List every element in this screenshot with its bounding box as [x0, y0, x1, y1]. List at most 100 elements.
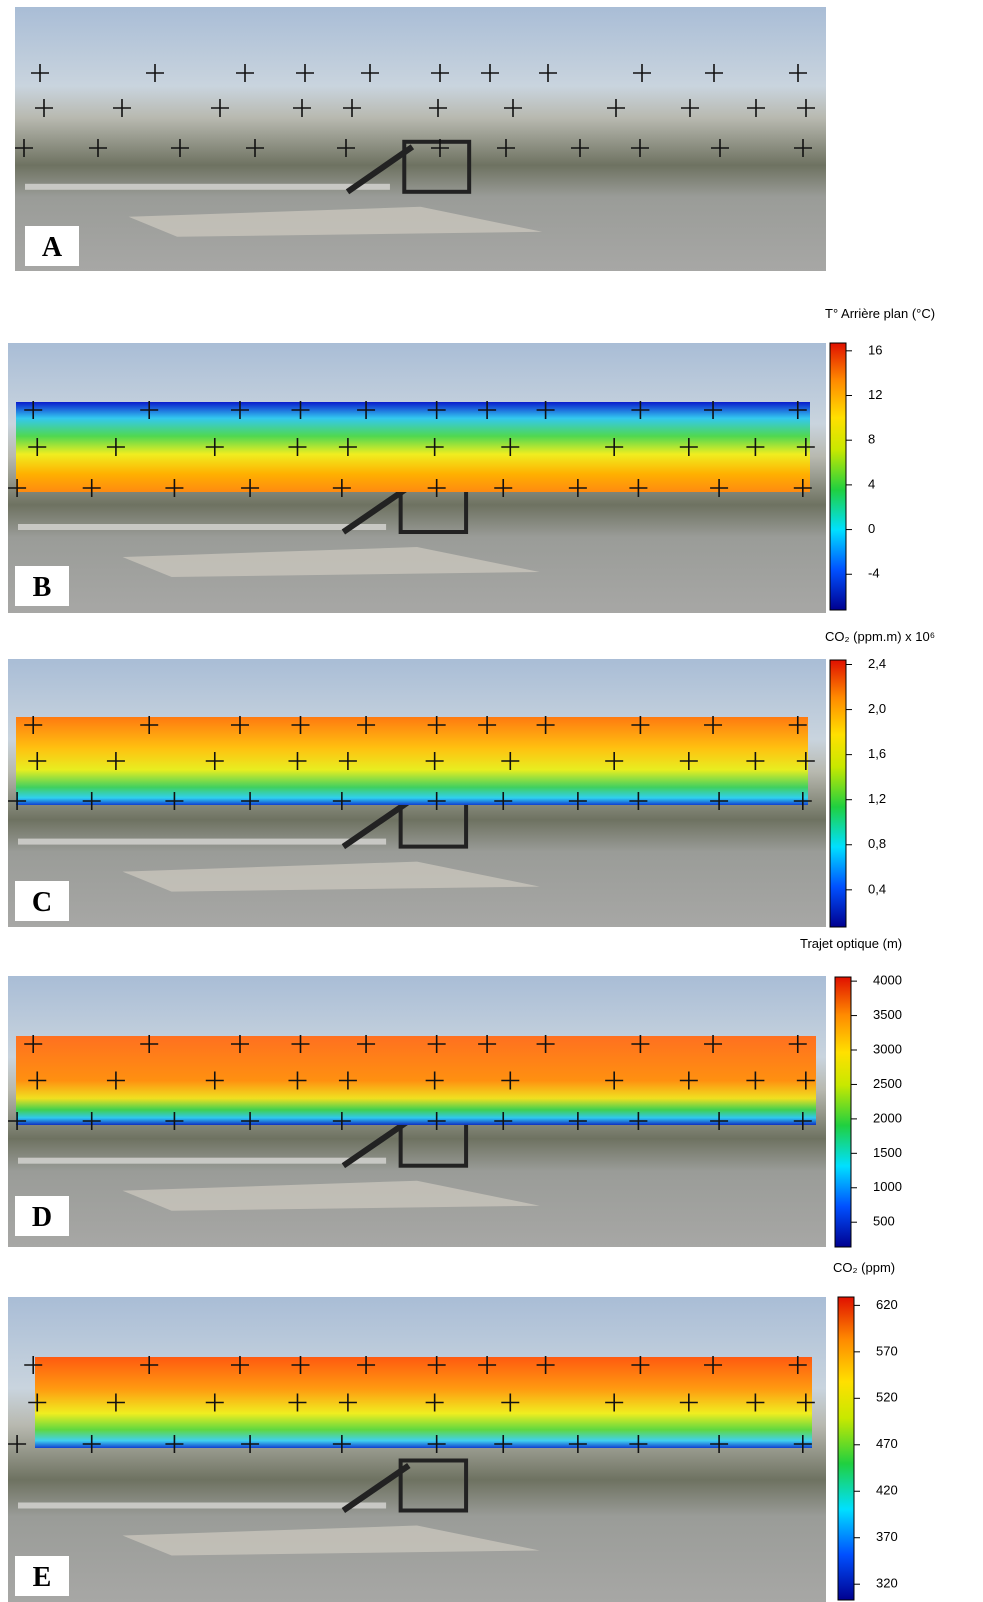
grid-cross — [704, 1356, 723, 1374]
grid-cross — [494, 479, 513, 497]
grid-cross — [140, 401, 159, 419]
grid-cross — [788, 1035, 807, 1053]
panel-label: A — [42, 232, 63, 263]
grid-cross — [337, 139, 355, 157]
grid-cross — [681, 99, 699, 117]
grid-cross — [629, 1112, 648, 1130]
colorbar-tick-label: 0,8 — [868, 836, 886, 851]
platform — [398, 1458, 469, 1513]
grid-cross — [501, 1393, 520, 1412]
grid-cross — [357, 401, 376, 419]
grid-cross — [539, 64, 557, 82]
grid-cross — [536, 1356, 555, 1374]
grid-cross — [425, 752, 444, 770]
platform — [402, 139, 472, 194]
grid-cross — [536, 1035, 555, 1053]
panel-label: C — [32, 887, 52, 918]
grid-cross — [288, 438, 307, 456]
grid-cross — [788, 401, 807, 419]
grid-cross — [291, 716, 310, 734]
grid-cross — [427, 1112, 446, 1130]
pavement — [122, 1525, 540, 1556]
grid-cross — [332, 1112, 351, 1130]
photo — [8, 1297, 826, 1602]
grid-cross — [631, 1356, 650, 1374]
panel-label: D — [32, 1202, 52, 1233]
colorbar-tick-label: 420 — [876, 1483, 898, 1498]
panel-label-box — [15, 1556, 69, 1596]
grid-cross — [679, 1071, 698, 1090]
grid-cross — [171, 139, 189, 157]
grid-cross — [332, 479, 351, 497]
grid-cross — [338, 1393, 357, 1412]
colorbar — [829, 659, 847, 928]
grid-cross — [427, 1435, 446, 1453]
colorbar-tick-label: 320 — [876, 1576, 898, 1591]
panel: A — [15, 7, 826, 271]
grid-cross — [241, 792, 260, 810]
grid-cross — [746, 438, 765, 456]
grid-cross — [106, 752, 125, 770]
colorbar-tick-label: 0 — [868, 521, 875, 536]
grid-cross — [296, 64, 314, 82]
grid-cross — [425, 1071, 444, 1090]
grid-cross — [704, 716, 723, 734]
grid-cross — [236, 64, 254, 82]
grid-cross — [796, 438, 815, 456]
grid-cross — [82, 1112, 101, 1130]
grid-cross — [205, 752, 224, 770]
grid-cross — [140, 1356, 159, 1374]
grid-cross — [796, 1393, 815, 1412]
grid-cross — [106, 438, 125, 456]
grid-cross — [629, 1435, 648, 1453]
grid-cross — [427, 479, 446, 497]
panel-label-box — [15, 566, 69, 606]
grid-cross — [747, 99, 765, 117]
grid-cross — [165, 792, 184, 810]
stairs — [341, 1463, 411, 1513]
grid-cross — [431, 64, 449, 82]
grid-cross — [338, 1071, 357, 1090]
grid-cross — [31, 64, 49, 82]
colorbar — [837, 1296, 855, 1601]
grid-cross — [343, 99, 361, 117]
grid-cross — [89, 139, 107, 157]
colorbar-title: CO₂ (ppm.m) x 10⁶ — [825, 629, 935, 644]
grid-cross — [357, 1356, 376, 1374]
grid-cross — [631, 716, 650, 734]
panel-label-box — [15, 1196, 69, 1236]
grid-cross — [205, 1071, 224, 1090]
grid-cross — [710, 792, 729, 810]
grid-cross — [631, 401, 650, 419]
stairs — [341, 799, 411, 850]
grid-cross — [361, 64, 379, 82]
grid-cross — [24, 1356, 43, 1374]
grid-cross — [427, 1035, 446, 1053]
grid-cross — [288, 752, 307, 770]
grid-cross — [35, 99, 53, 117]
grid-cross — [332, 792, 351, 810]
grid-cross — [501, 752, 520, 770]
grid-cross — [28, 1393, 47, 1412]
grid-cross — [24, 716, 43, 734]
grid-cross — [797, 99, 815, 117]
grid-cross — [165, 1435, 184, 1453]
colorbar-tick-label: 1,2 — [868, 791, 886, 806]
grid-cross — [571, 139, 589, 157]
grid-cross — [568, 1112, 587, 1130]
grid-cross — [633, 64, 651, 82]
grid-cross — [427, 401, 446, 419]
grid-cross — [629, 479, 648, 497]
grid-cross — [230, 716, 249, 734]
grid-cross — [746, 1071, 765, 1090]
grid-cross — [288, 1393, 307, 1412]
grid-cross — [332, 1435, 351, 1453]
colorbar-tick-label: 620 — [876, 1297, 898, 1312]
grid-cross — [291, 1356, 310, 1374]
colorbar-tick-label: 1000 — [873, 1179, 902, 1194]
grid-cross — [429, 99, 447, 117]
grid-cross — [82, 1435, 101, 1453]
grid-cross — [704, 401, 723, 419]
panel: B T° Arrière plan (°C) 16 12 8 4 0 -4 — [8, 306, 935, 613]
